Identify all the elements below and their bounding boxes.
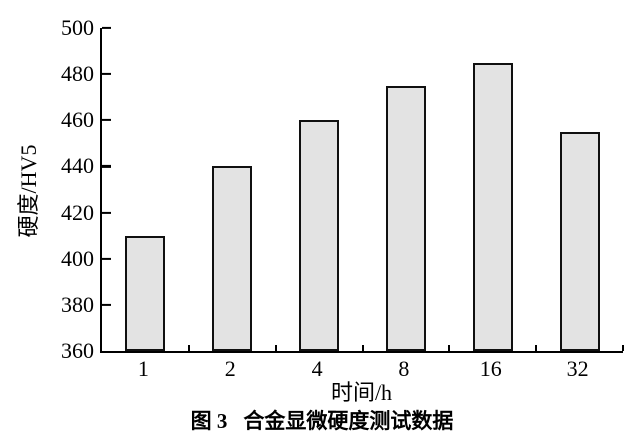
bar-16h — [472, 62, 513, 351]
y-axis-tick — [102, 303, 111, 306]
x-axis-tick-label: 4 — [311, 356, 323, 381]
y-axis-tick — [102, 257, 111, 260]
x-axis-tick-label: 2 — [224, 356, 236, 381]
y-axis-tick — [102, 211, 111, 214]
y-axis-tick-label: 440 — [61, 153, 94, 179]
x-axis-tick-label: 8 — [398, 356, 410, 381]
bar-4h — [299, 120, 340, 351]
x-axis-tick — [187, 345, 190, 351]
y-axis-tick-label: 500 — [61, 15, 94, 40]
y-axis-tick-label: 400 — [61, 245, 94, 271]
bar-32h — [559, 131, 600, 351]
y-axis-tick — [102, 165, 111, 168]
x-axis-tick-label: 1 — [137, 356, 149, 381]
y-axis-labels: 360 380 400 420 440 460 480 500 — [0, 17, 94, 362]
y-axis-tick-label: 420 — [61, 199, 94, 225]
x-axis-tick — [274, 345, 277, 351]
x-axis-tick-label: 32 — [566, 356, 589, 381]
plot-area — [100, 26, 624, 353]
y-axis-tick-label: 380 — [61, 291, 94, 317]
x-axis-labels: 1 2 4 8 16 32 — [100, 358, 623, 382]
bar-8h — [385, 85, 426, 351]
y-axis-tick-label: 360 — [61, 338, 94, 363]
y-axis-tick — [102, 119, 111, 122]
x-axis-tick — [535, 345, 538, 351]
x-axis-title: 时间/h — [330, 380, 393, 405]
x-axis-tick-label: 16 — [479, 356, 502, 381]
x-axis-tick — [622, 345, 624, 351]
bar-2h — [212, 166, 253, 351]
figure-caption-text: 合金显微硬度测试数据 — [243, 409, 454, 433]
y-axis-tick-label: 480 — [61, 61, 94, 87]
x-axis-tick — [448, 345, 451, 351]
y-axis-tick — [102, 26, 111, 30]
figure-caption-label: 图 3 — [190, 409, 228, 433]
x-axis-tick — [361, 345, 364, 351]
bar-1h — [125, 235, 166, 351]
y-axis-tick — [102, 73, 111, 76]
figure-caption: 图 3 合金显微硬度测试数据 — [0, 409, 644, 434]
y-axis-tick-label: 460 — [61, 107, 94, 133]
